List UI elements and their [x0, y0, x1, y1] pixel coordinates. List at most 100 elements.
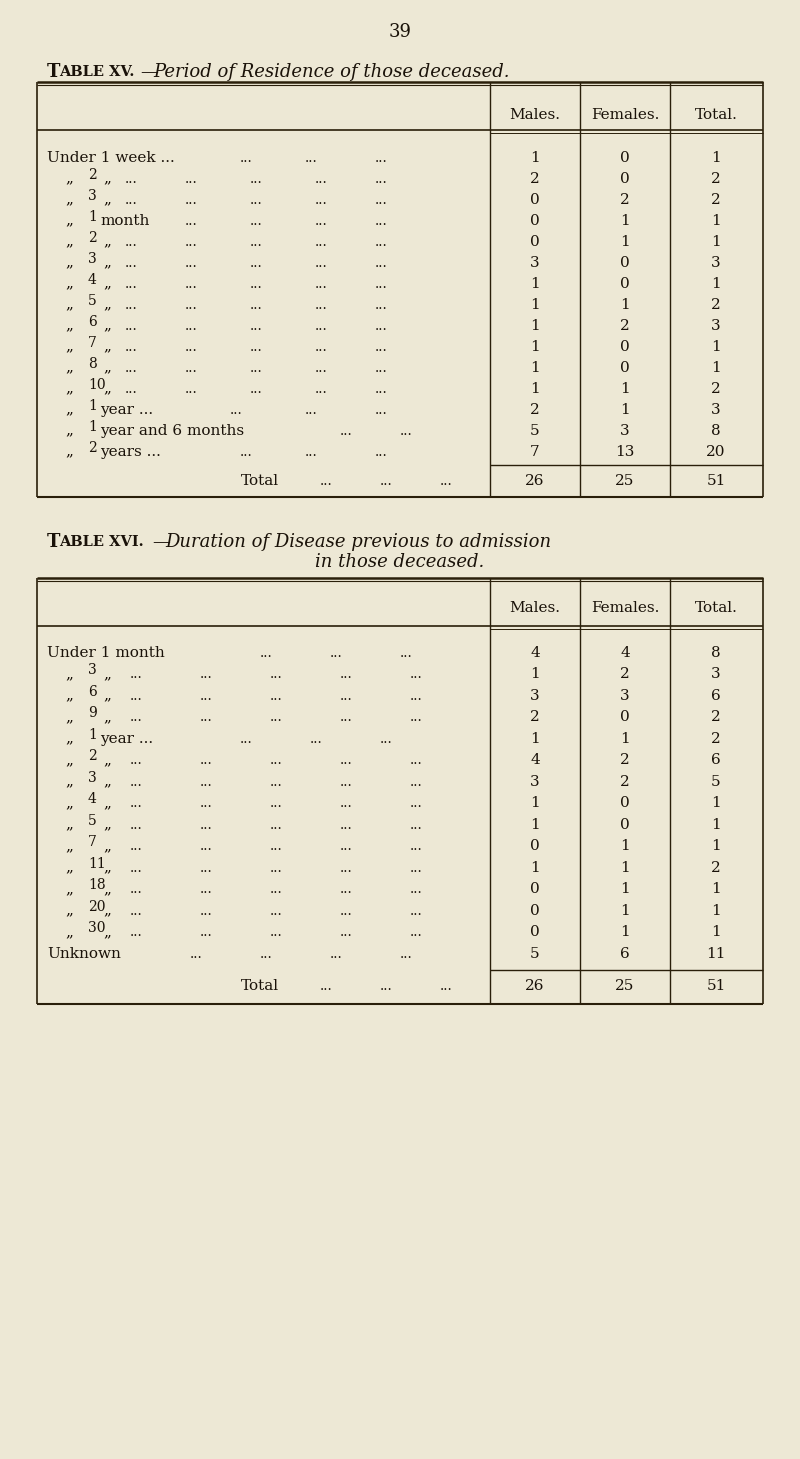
- Text: 3: 3: [711, 255, 721, 270]
- Text: 0: 0: [530, 883, 540, 896]
- Text: ...: ...: [380, 474, 393, 487]
- Text: ...: ...: [330, 947, 342, 960]
- Text: ...: ...: [130, 861, 142, 875]
- Text: years ...: years ...: [100, 445, 161, 458]
- Text: 0: 0: [620, 360, 630, 375]
- Text: 3: 3: [88, 770, 97, 785]
- Text: 1: 1: [711, 797, 721, 810]
- Text: 1: 1: [620, 235, 630, 248]
- Text: ...: ...: [200, 753, 213, 767]
- Text: „: „: [65, 861, 73, 875]
- Text: 0: 0: [530, 903, 540, 918]
- Text: „: „: [103, 667, 111, 681]
- Text: 2: 2: [88, 441, 97, 455]
- Text: ...: ...: [375, 445, 388, 458]
- Text: 2: 2: [711, 711, 721, 724]
- Text: ...: ...: [200, 689, 213, 703]
- Text: ...: ...: [270, 797, 282, 810]
- Text: 6: 6: [620, 947, 630, 960]
- Text: ...: ...: [185, 340, 198, 353]
- Text: 1: 1: [530, 382, 540, 395]
- Text: 5: 5: [88, 814, 97, 827]
- Text: 1: 1: [530, 298, 540, 312]
- Text: 3: 3: [530, 255, 540, 270]
- Text: ...: ...: [440, 474, 453, 487]
- Text: 2: 2: [530, 403, 540, 417]
- Text: ...: ...: [250, 318, 262, 333]
- Text: „: „: [65, 925, 73, 940]
- Text: 4: 4: [530, 753, 540, 767]
- Text: „: „: [65, 172, 73, 185]
- Text: 2: 2: [530, 711, 540, 724]
- Text: ...: ...: [125, 298, 138, 312]
- Text: 2: 2: [88, 231, 97, 245]
- Text: Total.: Total.: [694, 108, 738, 123]
- Text: ...: ...: [270, 925, 282, 940]
- Text: „: „: [65, 277, 73, 290]
- Text: —: —: [140, 63, 158, 82]
- Text: Period of Residence of those deceased.: Period of Residence of those deceased.: [153, 63, 510, 82]
- Text: ...: ...: [250, 193, 262, 207]
- Text: year ...: year ...: [100, 732, 153, 746]
- Text: ...: ...: [260, 947, 273, 960]
- Text: 3: 3: [88, 188, 97, 203]
- Text: „: „: [103, 318, 111, 333]
- Text: 2: 2: [530, 172, 540, 185]
- Text: „: „: [65, 423, 73, 438]
- Text: ...: ...: [340, 925, 353, 940]
- Text: ...: ...: [270, 775, 282, 789]
- Text: ...: ...: [340, 861, 353, 875]
- Text: 0: 0: [620, 817, 630, 832]
- Text: ...: ...: [185, 277, 198, 290]
- Text: ...: ...: [130, 753, 142, 767]
- Text: Duration of Disease previous to admission: Duration of Disease previous to admissio…: [165, 533, 551, 552]
- Text: „: „: [65, 382, 73, 395]
- Text: 0: 0: [620, 711, 630, 724]
- Text: 0: 0: [530, 213, 540, 228]
- Text: ...: ...: [130, 797, 142, 810]
- Text: ...: ...: [200, 903, 213, 918]
- Text: 1: 1: [711, 883, 721, 896]
- Text: „: „: [103, 839, 111, 854]
- Text: ...: ...: [250, 213, 262, 228]
- Text: „: „: [65, 255, 73, 270]
- Text: 2: 2: [711, 193, 721, 207]
- Text: 1: 1: [620, 732, 630, 746]
- Text: 4: 4: [620, 646, 630, 659]
- Text: Unknown: Unknown: [47, 947, 121, 960]
- Text: 1: 1: [88, 210, 97, 223]
- Text: 3: 3: [620, 689, 630, 703]
- Text: ...: ...: [270, 861, 282, 875]
- Text: ...: ...: [315, 298, 328, 312]
- Text: 2: 2: [620, 667, 630, 681]
- Text: 8: 8: [711, 646, 721, 659]
- Text: 0: 0: [620, 150, 630, 165]
- Text: 1: 1: [620, 883, 630, 896]
- Text: ...: ...: [185, 298, 198, 312]
- Text: ...: ...: [130, 903, 142, 918]
- Text: 7: 7: [530, 445, 540, 458]
- Text: 2: 2: [620, 753, 630, 767]
- Text: 8: 8: [88, 356, 97, 371]
- Text: 1: 1: [620, 382, 630, 395]
- Text: ...: ...: [315, 340, 328, 353]
- Text: T: T: [47, 63, 60, 82]
- Text: 1: 1: [620, 861, 630, 875]
- Text: ...: ...: [310, 732, 322, 746]
- Text: 0: 0: [620, 172, 630, 185]
- Text: „: „: [103, 193, 111, 207]
- Text: ...: ...: [340, 423, 353, 438]
- Text: 3: 3: [711, 667, 721, 681]
- Text: „: „: [103, 753, 111, 767]
- Text: ...: ...: [200, 839, 213, 854]
- Text: ...: ...: [250, 277, 262, 290]
- Text: year ...: year ...: [100, 403, 153, 417]
- Text: ...: ...: [230, 403, 242, 417]
- Text: „: „: [65, 775, 73, 789]
- Text: ...: ...: [130, 883, 142, 896]
- Text: 6: 6: [88, 684, 97, 699]
- Text: ...: ...: [330, 646, 342, 659]
- Text: ...: ...: [200, 817, 213, 832]
- Text: month: month: [100, 213, 150, 228]
- Text: 1: 1: [620, 925, 630, 940]
